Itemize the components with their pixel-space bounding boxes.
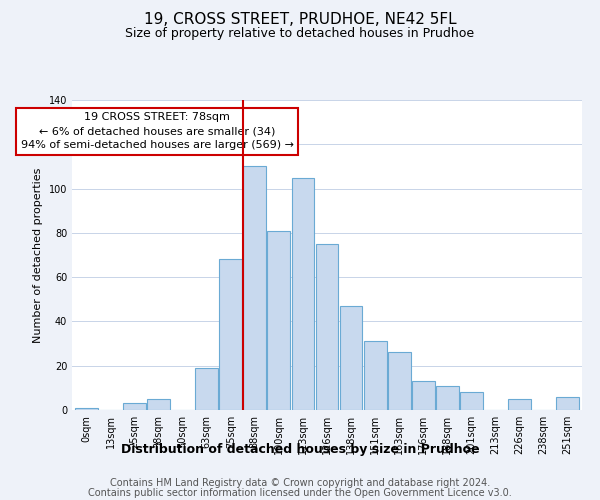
Bar bbox=[123, 404, 146, 410]
Bar bbox=[388, 352, 410, 410]
Bar bbox=[508, 399, 531, 410]
Bar bbox=[340, 306, 362, 410]
Bar bbox=[316, 244, 338, 410]
Bar bbox=[220, 260, 242, 410]
Bar bbox=[244, 166, 266, 410]
Bar bbox=[436, 386, 459, 410]
Bar bbox=[292, 178, 314, 410]
Text: 19 CROSS STREET: 78sqm
← 6% of detached houses are smaller (34)
94% of semi-deta: 19 CROSS STREET: 78sqm ← 6% of detached … bbox=[21, 112, 294, 150]
Text: Contains public sector information licensed under the Open Government Licence v3: Contains public sector information licen… bbox=[88, 488, 512, 498]
Bar bbox=[556, 396, 579, 410]
Text: Size of property relative to detached houses in Prudhoe: Size of property relative to detached ho… bbox=[125, 28, 475, 40]
Text: Distribution of detached houses by size in Prudhoe: Distribution of detached houses by size … bbox=[121, 442, 479, 456]
Bar bbox=[75, 408, 98, 410]
Bar bbox=[460, 392, 483, 410]
Text: 19, CROSS STREET, PRUDHOE, NE42 5FL: 19, CROSS STREET, PRUDHOE, NE42 5FL bbox=[143, 12, 457, 28]
Bar bbox=[195, 368, 218, 410]
Text: Contains HM Land Registry data © Crown copyright and database right 2024.: Contains HM Land Registry data © Crown c… bbox=[110, 478, 490, 488]
Bar bbox=[364, 342, 386, 410]
Bar bbox=[147, 399, 170, 410]
Bar bbox=[412, 381, 434, 410]
Bar bbox=[268, 230, 290, 410]
Y-axis label: Number of detached properties: Number of detached properties bbox=[33, 168, 43, 342]
